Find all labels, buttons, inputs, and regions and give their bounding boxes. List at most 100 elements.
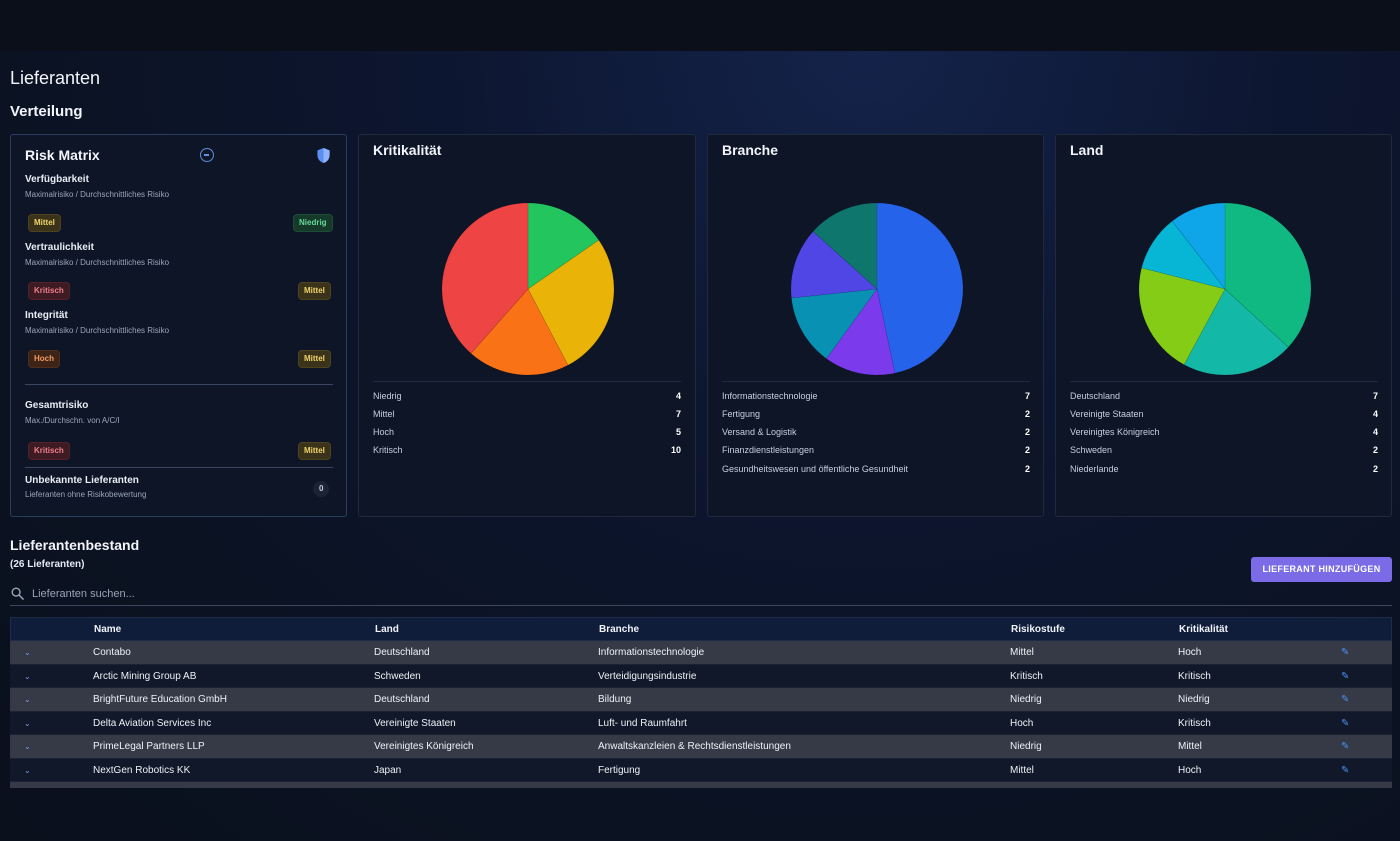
unknown-suppliers-sub: Lieferanten ohne Risikobewertung xyxy=(25,490,147,499)
chevron-down-icon[interactable]: ⌄ xyxy=(24,648,31,657)
pie-slice-fertigung[interactable] xyxy=(826,288,896,376)
legend-item: Finanzdienstleistungen 2 xyxy=(722,445,1030,459)
legend-item: Niedrig 4 xyxy=(373,391,681,405)
legend-item: Vereinigte Staaten 4 xyxy=(1070,409,1378,423)
risk-sub-availability: Maximalrisiko / Durchschnittliches Risik… xyxy=(25,190,170,199)
pie-slice-kritisch[interactable] xyxy=(441,202,529,354)
table-row[interactable]: ⌄ Delta Aviation Services Inc Vereinigte… xyxy=(10,711,1392,735)
chevron-down-icon[interactable]: ⌄ xyxy=(24,718,31,728)
legend-label: Fertigung xyxy=(722,409,761,419)
pencil-icon[interactable]: ✎ xyxy=(1341,670,1350,682)
column-header-name[interactable]: Name xyxy=(94,624,122,635)
risk-sub-confidentiality: Maximalrisiko / Durchschnittliches Risik… xyxy=(25,258,170,267)
column-header-country[interactable]: Land xyxy=(375,624,399,635)
table-row[interactable]: ⌄ NextGen Robotics KK Japan Fertigung Mi… xyxy=(10,758,1392,782)
table-row[interactable]: ⌄ PrimeLegal Partners LLP Vereinigtes Kö… xyxy=(10,735,1392,759)
legend-item: Kritisch 10 xyxy=(373,445,681,459)
chevron-down-icon[interactable]: ⌄ xyxy=(24,671,31,681)
pie-slice-versand-logistik[interactable] xyxy=(791,288,878,359)
shield-icon[interactable] xyxy=(316,147,331,164)
pie-slice-finanzdienstleistungen[interactable] xyxy=(790,231,878,299)
pie-slice-deutschland[interactable] xyxy=(1224,202,1312,348)
chevron-down-icon[interactable]: ⌄ xyxy=(24,695,31,704)
legend-item: Gesundheitswesen und öffentliche Gesundh… xyxy=(722,464,1030,478)
divider xyxy=(25,467,333,468)
risk-label-total: Gesamtrisiko xyxy=(25,400,89,411)
chart-card-country: Land Deutschland 7 Vereinigte Staaten 4 Ve… xyxy=(1055,134,1392,517)
risk-sub-total: Max./Durchschn. von A/C/I xyxy=(25,416,120,425)
column-header-criticality[interactable]: Kritikalität xyxy=(1179,624,1228,635)
legend-label: Niedrig xyxy=(373,391,402,401)
legend-value: 4 xyxy=(1372,427,1378,437)
risk-label-availability: Verfügbarkeit xyxy=(25,174,89,185)
risk-label-integrity: Integrität xyxy=(25,310,68,321)
cell-criticality: Hoch xyxy=(1178,647,1202,658)
pie-slice-vereinigtes-königreich[interactable] xyxy=(1138,267,1226,366)
inventory-title: Lieferantenbestand xyxy=(10,537,140,553)
pie-slice-mittel[interactable] xyxy=(527,239,615,366)
risk-matrix-title: Risk Matrix xyxy=(25,147,100,163)
pencil-icon[interactable]: ✎ xyxy=(1341,764,1350,776)
pie-slice-vereinigte-staaten[interactable] xyxy=(1183,288,1289,376)
pencil-icon[interactable]: ✎ xyxy=(1341,647,1350,658)
page-title: Lieferanten xyxy=(10,68,101,88)
chevron-down-icon[interactable]: ⌄ xyxy=(24,765,31,775)
legend-value: 2 xyxy=(1024,445,1030,455)
legend-item: Informationstechnologie 7 xyxy=(722,391,1030,405)
pie-chart-country xyxy=(1138,202,1312,376)
chart-title: Land xyxy=(1070,142,1104,158)
status-badge-avg: Mittel xyxy=(298,282,331,300)
table-header: Name Land Branche Risikostufe Kritikalit… xyxy=(10,617,1392,641)
cell-criticality: Kritisch xyxy=(1178,670,1211,682)
legend-label: Versand & Logistik xyxy=(722,427,797,437)
status-badge-max: Hoch xyxy=(28,350,60,368)
cell-name: Arctic Mining Group AB xyxy=(93,670,197,682)
status-badge-avg: Niedrig xyxy=(293,214,333,232)
add-supplier-button[interactable]: LIEFERANT HINZUFÜGEN xyxy=(1251,557,1392,582)
pencil-icon[interactable]: ✎ xyxy=(1341,717,1350,729)
cell-country: Vereinigte Staaten xyxy=(374,717,456,729)
pie-slice-informationstechnologie[interactable] xyxy=(876,202,964,374)
pie-slice-hoch[interactable] xyxy=(470,288,569,376)
search-input[interactable] xyxy=(32,584,1387,604)
status-badge-max: Kritisch xyxy=(28,282,70,300)
legend-item: Hoch 5 xyxy=(373,427,681,441)
minus-circle-icon[interactable] xyxy=(200,148,214,162)
unknown-suppliers-count: 0 xyxy=(313,481,330,497)
risk-label-confidentiality: Vertraulichkeit xyxy=(25,242,94,253)
pie-slice-niedrig[interactable] xyxy=(527,202,600,290)
legend-label: Mittel xyxy=(373,409,395,419)
table-row[interactable]: ⌄ Arctic Mining Group AB Schweden Vertei… xyxy=(10,664,1392,688)
status-badge-avg: Mittel xyxy=(298,350,331,368)
pencil-icon[interactable]: ✎ xyxy=(1341,741,1350,752)
table-row[interactable]: ⌄ BrightFuture Education GmbH Deutschlan… xyxy=(10,688,1392,712)
pie-slice-schweden[interactable] xyxy=(1141,220,1226,290)
legend-label: Vereinigtes Königreich xyxy=(1070,427,1160,437)
pie-slice-gesundheitswesen-und-öffentliche-gesundheit[interactable] xyxy=(812,202,878,290)
status-badge-max: Kritisch xyxy=(28,442,70,460)
chart-card-criticality: Kritikalität Niedrig 4 Mittel 7 Hoch 5 Krit… xyxy=(358,134,696,517)
cell-name: BrightFuture Education GmbH xyxy=(93,694,227,705)
cell-industry: Anwaltskanzleien & Rechtsdienstleistunge… xyxy=(598,741,791,752)
legend-value: 4 xyxy=(1372,409,1378,419)
cell-country: Schweden xyxy=(374,670,421,682)
top-app-bar xyxy=(0,0,1400,51)
column-header-industry[interactable]: Branche xyxy=(599,624,640,635)
pencil-icon[interactable]: ✎ xyxy=(1341,694,1350,705)
cell-name: Delta Aviation Services Inc xyxy=(93,717,212,729)
legend-value: 4 xyxy=(675,391,681,401)
supplier-table: Name Land Branche Risikostufe Kritikalit… xyxy=(10,617,1392,788)
unknown-suppliers-label: Unbekannte Lieferanten xyxy=(25,475,139,486)
legend-value: 2 xyxy=(1372,464,1378,474)
risk-sub-integrity: Maximalrisiko / Durchschnittliches Risik… xyxy=(25,326,170,335)
pie-chart-criticality xyxy=(441,202,615,376)
legend-item: Versand & Logistik 2 xyxy=(722,427,1030,441)
chevron-down-icon[interactable]: ⌄ xyxy=(24,742,31,751)
chart-title: Branche xyxy=(722,142,779,158)
pie-slice-niederlande[interactable] xyxy=(1171,202,1226,290)
table-row[interactable]: ⌄ Contabo Deutschland Informationstechno… xyxy=(10,641,1392,665)
legend-item: Vereinigtes Königreich 4 xyxy=(1070,427,1378,441)
legend-label: Hoch xyxy=(373,427,395,437)
divider xyxy=(25,384,333,385)
column-header-risk[interactable]: Risikostufe xyxy=(1011,624,1065,635)
